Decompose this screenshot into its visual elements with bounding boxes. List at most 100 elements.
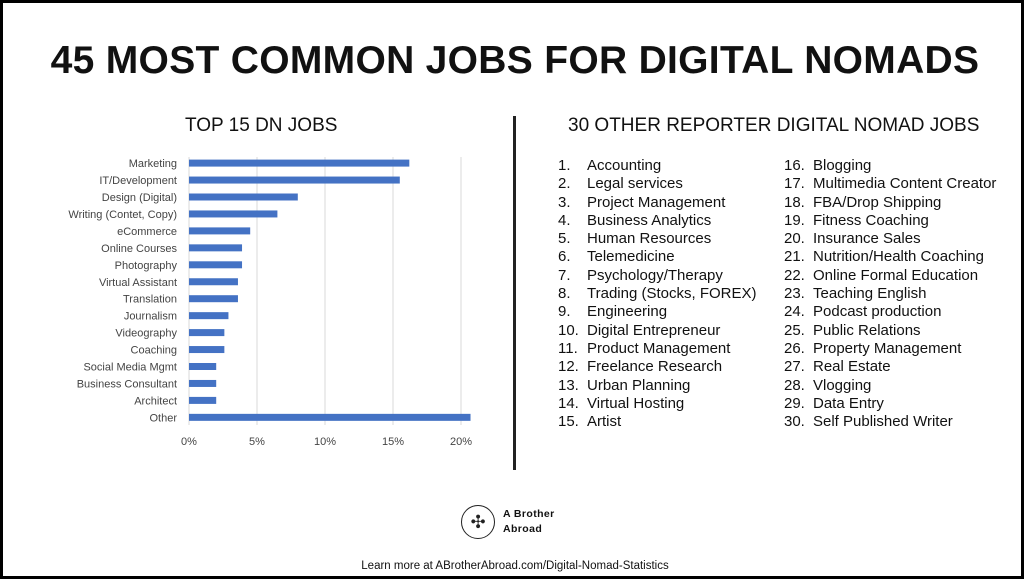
- list-item-number: 10.: [558, 321, 579, 339]
- list-item-number: 17.: [784, 175, 805, 193]
- list-item-number: 6.: [558, 248, 571, 266]
- bar: [189, 346, 225, 354]
- list-item-label: Human Resources: [587, 230, 712, 248]
- list-item-label: Insurance Sales: [813, 230, 921, 248]
- bar: [189, 176, 400, 184]
- list-item-label: Multimedia Content Creator: [813, 175, 997, 193]
- list-item: 30. Self Published Writer: [784, 413, 996, 431]
- category-label: Marketing: [129, 158, 177, 170]
- bar: [189, 295, 238, 303]
- category-label: Architect: [134, 395, 177, 407]
- jobs-list-column-1: 1. Accounting 2. Legal services 3. Project Ma…: [558, 157, 756, 431]
- bar: [189, 379, 217, 387]
- list-item: 3. Project Management: [558, 194, 756, 212]
- bar: [189, 312, 229, 320]
- brand-logo: ✣ A Brother Abroad: [461, 505, 555, 539]
- list-item: 6. Telemedicine: [558, 248, 756, 266]
- list-item: 4. Business Analytics: [558, 212, 756, 230]
- list-item-number: 27.: [784, 358, 805, 376]
- list-item: 21. Nutrition/Health Coaching: [784, 248, 996, 266]
- list-item-label: Digital Entrepreneur: [587, 321, 721, 339]
- category-label: Photography: [115, 260, 178, 272]
- bar: [189, 210, 278, 218]
- list-item-number: 1.: [558, 157, 571, 174]
- list-item-number: 13.: [558, 376, 579, 394]
- list-item-number: 18.: [784, 193, 805, 211]
- category-label: Design (Digital): [102, 192, 177, 204]
- category-label: Writing (Contet, Copy): [68, 209, 177, 221]
- category-label: Journalism: [124, 311, 177, 323]
- list-item-number: 5.: [558, 230, 571, 248]
- list-item-number: 3.: [558, 193, 571, 211]
- category-label: Online Courses: [101, 243, 177, 255]
- category-label: IT/Development: [99, 175, 177, 187]
- list-item-label: Legal services: [587, 175, 683, 193]
- section-divider: [513, 116, 516, 470]
- list-item-label: Vlogging: [813, 376, 872, 394]
- list-item: 1. Accounting: [558, 157, 756, 175]
- list-item-label: Nutrition/Health Coaching: [813, 248, 984, 266]
- list-item-number: 23.: [784, 285, 805, 303]
- list-item: 22. Online Formal Education: [784, 267, 996, 285]
- list-item: 25. Public Relations: [784, 322, 996, 340]
- list-item-number: 22.: [784, 266, 805, 284]
- list-item-number: 21.: [784, 248, 805, 266]
- list-item-label: Freelance Research: [587, 358, 723, 376]
- list-item-number: 12.: [558, 358, 579, 376]
- list-item-label: Data Entry: [813, 394, 884, 412]
- list-item: 10. Digital Entrepreneur: [558, 322, 756, 340]
- list-item: 13. Urban Planning: [558, 377, 756, 395]
- jobs-list-column-2: 16. Blogging 17. Multimedia Content Creator…: [784, 157, 996, 431]
- list-item: 5. Human Resources: [558, 230, 756, 248]
- list-item-number: 19.: [784, 211, 805, 229]
- list-item-label: Urban Planning: [587, 376, 691, 394]
- list-item-number: 24.: [784, 303, 805, 321]
- brand-name-line-1: A Brother: [503, 508, 555, 520]
- list-item-label: Public Relations: [813, 321, 921, 339]
- category-label: Virtual Assistant: [99, 277, 177, 289]
- list-item: 24. Podcast production: [784, 303, 996, 321]
- x-tick-label: 10%: [314, 436, 336, 448]
- list-item-label: Teaching English: [813, 285, 927, 303]
- bar: [189, 261, 243, 269]
- category-label: Other: [149, 412, 177, 424]
- footer-link-text: Learn more at ABrotherAbroad.com/Digital…: [361, 560, 669, 572]
- list-item-label: Psychology/Therapy: [587, 266, 723, 284]
- list-item-label: Blogging: [813, 157, 872, 174]
- bar: [189, 278, 238, 286]
- list-item-number: 29.: [784, 394, 805, 412]
- category-label: Videography: [115, 328, 177, 340]
- bar: [189, 396, 217, 404]
- list-item-number: 11.: [558, 339, 578, 357]
- list-item-number: 20.: [784, 230, 805, 248]
- x-tick-label: 15%: [382, 436, 404, 448]
- list-item-label: Fitness Coaching: [813, 211, 929, 229]
- list-item-number: 2.: [558, 175, 571, 193]
- list-item-number: 14.: [558, 394, 579, 412]
- list-item-label: Project Management: [587, 193, 726, 211]
- list-item-number: 7.: [558, 266, 571, 284]
- chart-title: TOP 15 DN JOBS: [185, 115, 338, 136]
- list-item: 18. FBA/Drop Shipping: [784, 194, 996, 212]
- list-item-label: Self Published Writer: [813, 413, 953, 431]
- list-item-label: Accounting: [587, 157, 662, 174]
- category-label: Social Media Mgmt: [83, 362, 177, 374]
- top-jobs-bar-chart: 0% 5% 10% 15% 20% Marketing IT/Development Desi…: [68, 157, 472, 448]
- bar: [189, 244, 243, 252]
- list-item: 26. Property Management: [784, 340, 996, 358]
- category-label: eCommerce: [117, 226, 177, 238]
- list-item-number: 28.: [784, 376, 805, 394]
- list-item-label: Property Management: [813, 339, 962, 357]
- list-item-number: 26.: [784, 339, 805, 357]
- list-item: 23. Teaching English: [784, 285, 996, 303]
- list-item: 27. Real Estate: [784, 358, 996, 376]
- bar: [189, 413, 471, 421]
- list-item-number: 4.: [558, 211, 571, 229]
- x-tick-label: 5%: [249, 436, 265, 448]
- list-item-label: Trading (Stocks, FOREX): [587, 285, 757, 303]
- list-item: 20. Insurance Sales: [784, 230, 996, 248]
- bar: [189, 159, 410, 167]
- list-item: 17. Multimedia Content Creator: [784, 175, 996, 193]
- page-title: 45 MOST COMMON JOBS FOR DIGITAL NOMADS: [50, 39, 980, 82]
